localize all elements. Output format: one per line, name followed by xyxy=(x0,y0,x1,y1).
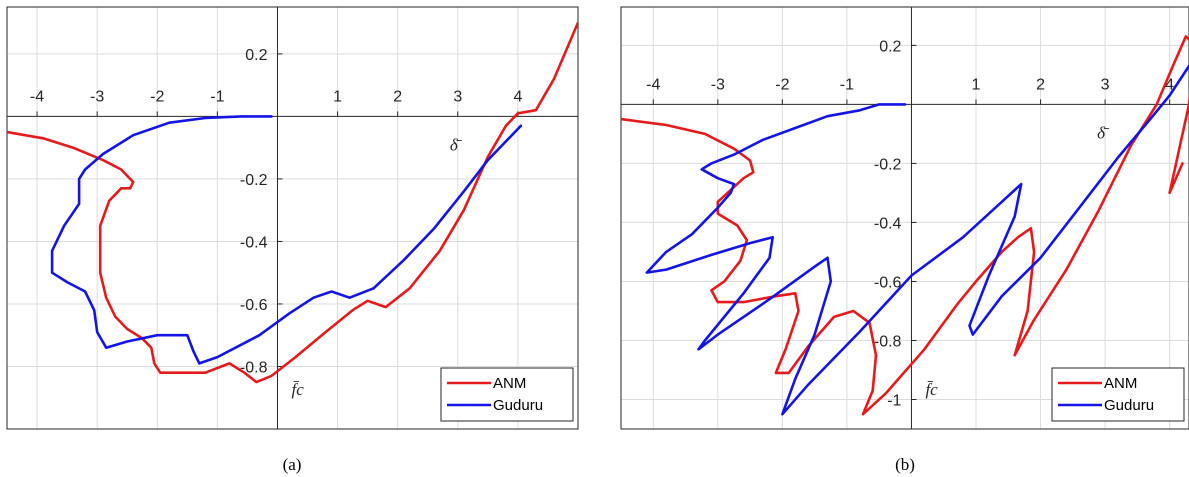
y-tick-label: 0.2 xyxy=(245,47,267,64)
panel-a: -4 -3 -2 -1 1 2 3 4 0.2 -0.2 -0.4 -0.6 -0.8 δ̄ f̄c ANM G… xyxy=(6,6,579,474)
legend-label-guduru: Guduru xyxy=(1104,397,1154,414)
x-axis-label: δ̄ xyxy=(450,135,463,154)
grid xyxy=(621,7,1189,429)
legend-box xyxy=(1051,367,1185,422)
x-tick-label: -2 xyxy=(150,88,164,105)
panel-caption: (b) xyxy=(895,455,915,474)
y-tick-label: -0.8 xyxy=(874,333,902,350)
y-tick-label: -0.6 xyxy=(240,297,268,314)
x-tick-label: 2 xyxy=(1036,76,1045,93)
x-tick-label: -3 xyxy=(711,76,725,93)
x-tick-label: 4 xyxy=(513,88,522,105)
y-tick-label: -0.6 xyxy=(874,274,902,291)
x-tick-label: -1 xyxy=(840,76,854,93)
x-tick-label: -4 xyxy=(30,88,44,105)
x-tick-label: 1 xyxy=(972,76,981,93)
legend-label-anm: ANM xyxy=(1104,375,1137,392)
legend-label-anm: ANM xyxy=(493,375,526,392)
legend-label-guduru: Guduru xyxy=(493,397,543,414)
series-group xyxy=(7,21,578,384)
y-tick-label: -0.4 xyxy=(874,215,902,232)
series-group xyxy=(621,35,1189,416)
x-tick-label: 2 xyxy=(393,88,402,105)
x-tick-label: -2 xyxy=(775,76,789,93)
x-tick-label: -4 xyxy=(646,76,660,93)
x-tick-label: 1 xyxy=(333,88,342,105)
x-axis-label: δ̄ xyxy=(1097,123,1110,142)
y-tick-label: -0.4 xyxy=(240,234,268,251)
x-tick-label: 3 xyxy=(1101,76,1110,93)
y-tick-label: -0.2 xyxy=(874,156,902,173)
series-line-guduru xyxy=(50,115,523,365)
y-tick-label: 0.2 xyxy=(879,38,901,55)
x-tick-label: -3 xyxy=(90,88,104,105)
y-axis-label: f̄c xyxy=(925,380,938,399)
y-tick-label: -1 xyxy=(887,392,901,409)
legend-box xyxy=(440,367,574,422)
series-line-guduru xyxy=(645,64,1189,416)
legend: ANM Guduru xyxy=(1051,367,1185,422)
y-tick-label: -0.8 xyxy=(240,359,268,376)
grid xyxy=(7,7,578,429)
y-axis-label: f̄c xyxy=(291,380,304,399)
plot-frame xyxy=(620,6,1189,430)
plot-frame xyxy=(6,6,579,430)
x-tick-label: 3 xyxy=(453,88,462,105)
series-line-anm xyxy=(7,21,578,384)
panel-b: -4 -3 -2 -1 1 2 3 4 0.2 -0.2 -0.4 -0.6 -0.8 -1 δ̄ f̄c AN… xyxy=(620,6,1189,474)
x-tick-label: 4 xyxy=(1165,76,1174,93)
x-tick-label: -1 xyxy=(210,88,224,105)
panel-caption: (a) xyxy=(283,455,302,474)
legend: ANM Guduru xyxy=(440,367,574,422)
y-tick-label: -0.2 xyxy=(240,172,268,189)
